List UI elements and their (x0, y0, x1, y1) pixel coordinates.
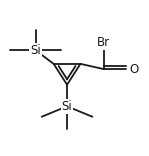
Text: O: O (129, 63, 138, 76)
Text: Si: Si (30, 44, 41, 57)
Text: Br: Br (97, 36, 110, 49)
Text: Si: Si (62, 100, 72, 113)
